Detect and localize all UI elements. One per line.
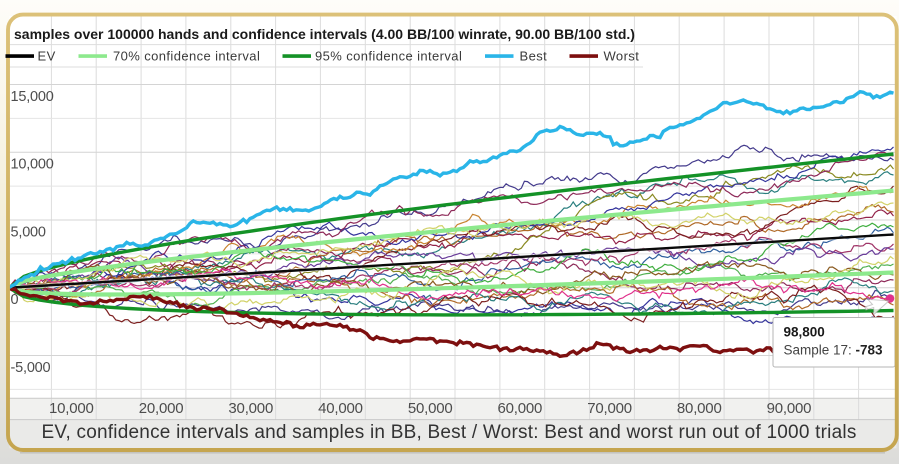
svg-text:-5,000: -5,000 bbox=[11, 360, 51, 376]
svg-text:EV, confidence intervals and s: EV, confidence intervals and samples in … bbox=[41, 422, 856, 443]
svg-text:Sample 17: -783: Sample 17: -783 bbox=[784, 342, 884, 357]
svg-text:95% confidence interval: 95% confidence interval bbox=[315, 49, 462, 64]
svg-text:20,000: 20,000 bbox=[139, 400, 184, 417]
svg-text:5,000: 5,000 bbox=[11, 224, 46, 240]
svg-text:Worst: Worst bbox=[604, 49, 640, 64]
svg-text:0: 0 bbox=[11, 292, 19, 308]
svg-text:10,000: 10,000 bbox=[11, 157, 54, 173]
svg-text:samples over 100000 hands and: samples over 100000 hands and confidence… bbox=[14, 26, 635, 42]
svg-text:60,000: 60,000 bbox=[498, 400, 543, 417]
svg-text:80,000: 80,000 bbox=[677, 400, 722, 417]
svg-text:30,000: 30,000 bbox=[228, 400, 273, 417]
svg-text:90,000: 90,000 bbox=[767, 400, 812, 417]
svg-text:Best: Best bbox=[520, 49, 548, 64]
svg-text:10,000: 10,000 bbox=[49, 400, 94, 417]
svg-text:40,000: 40,000 bbox=[318, 400, 363, 417]
svg-text:EV: EV bbox=[38, 49, 56, 64]
svg-text:15,000: 15,000 bbox=[11, 89, 54, 105]
svg-text:98,800: 98,800 bbox=[784, 324, 825, 339]
svg-text:70,000: 70,000 bbox=[587, 400, 632, 417]
svg-text:70% confidence interval: 70% confidence interval bbox=[113, 49, 260, 64]
svg-text:50,000: 50,000 bbox=[408, 400, 453, 417]
